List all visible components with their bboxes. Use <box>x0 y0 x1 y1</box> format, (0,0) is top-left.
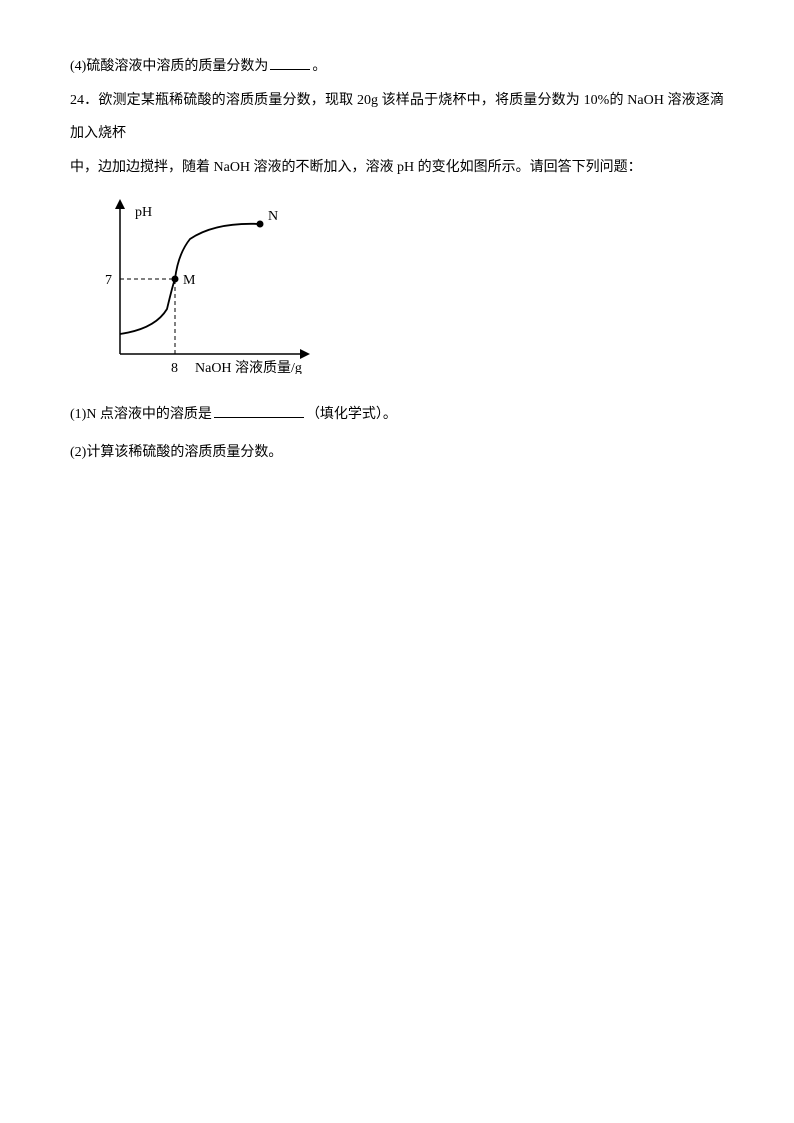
svg-text:N: N <box>268 209 278 224</box>
q2-text: (2)计算该稀硫酸的溶质质量分数。 <box>70 445 282 460</box>
sub-question-1: (1)N 点溶液中的溶质是 （填化学式）。 <box>70 398 724 432</box>
question-24-line1: 24．欲测定某瓶稀硫酸的溶质质量分数，现取 20g 该样品于烧杯中，将质量分数为… <box>70 84 724 151</box>
ph-chart-container: pH N M 7 8 NaOH 溶液质量/g <box>90 194 724 388</box>
svg-text:pH: pH <box>135 205 152 220</box>
q4-text: (4)硫酸溶液中溶质的质量分数为 <box>70 59 268 74</box>
blank-q4 <box>270 56 310 70</box>
question-4-line: (4)硫酸溶液中溶质的质量分数为 。 <box>70 50 724 84</box>
q1-suffix: （填化学式）。 <box>306 407 397 422</box>
svg-text:M: M <box>183 273 196 288</box>
question-24-line2: 中，边加边搅拌，随着 NaOH 溶液的不断加入，溶液 pH 的变化如图所示。请回… <box>70 151 724 185</box>
ph-chart: pH N M 7 8 NaOH 溶液质量/g <box>90 194 320 374</box>
svg-text:NaOH 溶液质量/g: NaOH 溶液质量/g <box>195 360 302 374</box>
q24-text1: 24．欲测定某瓶稀硫酸的溶质质量分数，现取 20g 该样品于烧杯中，将质量分数为… <box>70 93 724 142</box>
svg-text:8: 8 <box>171 361 178 374</box>
q4-suffix: 。 <box>312 59 326 74</box>
sub-question-2: (2)计算该稀硫酸的溶质质量分数。 <box>70 436 724 470</box>
q24-text2: 中，边加边搅拌，随着 NaOH 溶液的不断加入，溶液 pH 的变化如图所示。请回… <box>70 160 642 175</box>
svg-text:7: 7 <box>105 273 112 288</box>
q1-prefix: (1)N 点溶液中的溶质是 <box>70 407 212 422</box>
blank-q1 <box>214 404 304 418</box>
